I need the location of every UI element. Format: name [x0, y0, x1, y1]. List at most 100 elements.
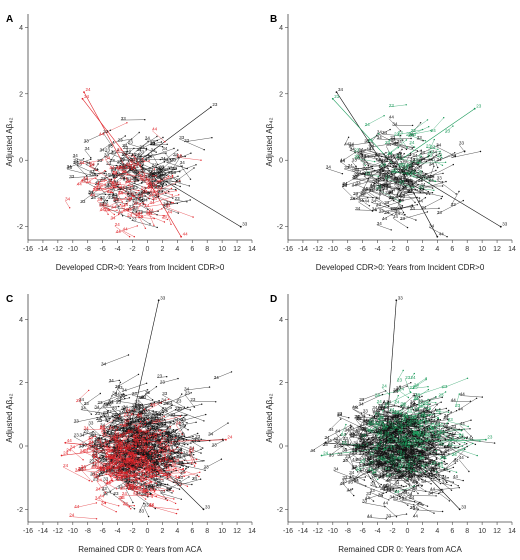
point-marker: [431, 187, 434, 189]
point-label: 24: [126, 407, 132, 412]
point-marker: [129, 152, 131, 154]
trajectory-segment: [159, 177, 190, 187]
point-marker: [452, 481, 454, 483]
point-marker: [203, 420, 205, 422]
point-label: 44: [407, 178, 413, 183]
point-marker: [147, 459, 149, 461]
x-tick-label: 10: [478, 528, 486, 535]
points: 3434343333344434343333344433444444443344…: [310, 295, 496, 520]
point-marker: [151, 496, 153, 498]
point-label: 44: [364, 199, 370, 204]
point-marker: [159, 434, 162, 436]
point-marker: [405, 139, 408, 141]
y-tick-label: 0: [19, 158, 23, 165]
point-label: 24: [94, 474, 100, 479]
point-marker: [179, 480, 181, 482]
point-marker: [95, 169, 98, 172]
point-label: 44: [107, 189, 113, 194]
point-label: 44: [90, 192, 96, 197]
point-marker: [143, 410, 145, 412]
trajectory-segment: [80, 188, 100, 203]
point-label: 23: [396, 154, 402, 159]
point-label: 33: [141, 395, 147, 400]
point-marker: [82, 459, 84, 461]
x-tick-label: 2: [420, 246, 424, 253]
point-label: 34: [143, 197, 149, 202]
point-label: 33: [388, 189, 394, 194]
point-label: 33: [112, 413, 118, 418]
trajectory-segment: [155, 177, 181, 187]
point-label: 23: [109, 400, 115, 405]
point-marker: [190, 392, 192, 394]
trajectory-segment: [150, 151, 158, 165]
outlier-label: 33: [242, 222, 248, 227]
point-marker: [156, 226, 158, 229]
y-axis-label-c: Adjusted Aβ₄₂: [5, 393, 14, 442]
trajectory-segment: [137, 152, 167, 158]
x-axis-label-a: Developed CDR>0: Years from Incident CDR…: [56, 263, 225, 272]
y-tick-label: 4: [19, 25, 23, 32]
point-label: 33: [80, 199, 86, 204]
trajectory-segment: [85, 170, 106, 184]
point-label: 34: [130, 158, 136, 163]
point-marker: [454, 155, 456, 157]
point-marker: [193, 406, 196, 408]
point-marker: [119, 381, 122, 383]
point-label: 44: [104, 203, 110, 208]
point-label: 34: [111, 215, 117, 220]
point-label: 24: [69, 513, 75, 518]
x-tick-label: -2: [129, 528, 135, 535]
point-label: 34: [91, 172, 97, 177]
point-marker: [169, 421, 171, 423]
point-marker: [163, 221, 166, 223]
point-label: 24: [365, 122, 371, 127]
trajectory-segment: [163, 149, 178, 162]
point-marker: [106, 199, 109, 202]
trajectory-segment: [122, 206, 134, 212]
trajectory-segment: [85, 164, 98, 170]
point-marker: [184, 426, 186, 428]
point-marker: [439, 150, 441, 153]
x-tick-label: 2: [160, 246, 164, 253]
point-marker: [416, 189, 418, 191]
point-marker: [177, 377, 179, 380]
point-label: 33: [379, 209, 385, 214]
point-label: 34: [67, 164, 73, 169]
point-label: 33: [84, 139, 90, 144]
outlier-label: 24: [227, 435, 233, 440]
point-marker: [423, 177, 426, 179]
point-marker: [155, 166, 157, 169]
point-label: 34: [208, 432, 214, 437]
point-marker: [168, 398, 170, 400]
point-label: 33: [184, 138, 190, 143]
x-tick-label: 12: [233, 246, 241, 253]
point-marker: [382, 170, 384, 172]
point-label: 33: [108, 144, 114, 149]
point-label: 44: [97, 438, 103, 443]
point-marker: [173, 423, 175, 425]
point-marker: [155, 482, 158, 485]
point-marker: [161, 208, 163, 210]
point-marker: [157, 193, 160, 195]
x-tick-label: -16: [23, 528, 33, 535]
x-tick-label: -14: [298, 528, 308, 535]
point-label: 34: [377, 135, 383, 140]
point-marker: [165, 152, 167, 154]
y-tick-label: 4: [279, 317, 283, 324]
point-label: 24: [136, 448, 142, 453]
trajectory-segment: [117, 204, 146, 214]
point-marker: [421, 128, 424, 131]
point-marker: [127, 354, 130, 356]
point-marker: [176, 202, 179, 205]
point-marker: [122, 393, 125, 395]
point-marker: [181, 393, 183, 395]
point-label: 34: [156, 482, 162, 487]
point-marker: [177, 212, 179, 214]
point-marker: [151, 399, 154, 401]
point-label: 34: [109, 425, 115, 430]
point-marker: [148, 440, 151, 442]
point-marker: [115, 474, 118, 476]
point-marker: [179, 180, 181, 182]
x-tick-label: 2: [160, 528, 164, 535]
point-marker: [413, 186, 415, 188]
